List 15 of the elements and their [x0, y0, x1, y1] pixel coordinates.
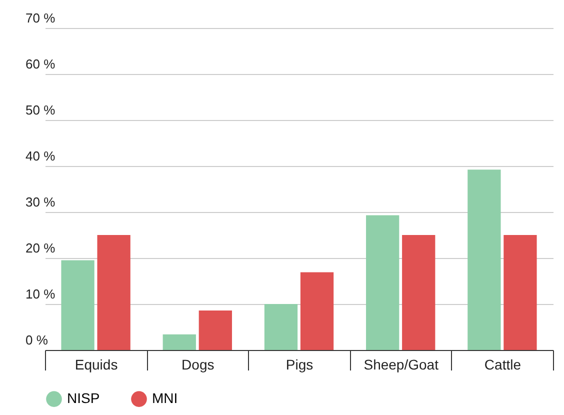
y-tick-label: 30 %	[26, 194, 56, 210]
x-tick-label: Sheep/Goat	[364, 356, 439, 372]
legend-label: MNI	[152, 390, 178, 406]
y-tick-label: 0 %	[26, 332, 48, 348]
y-tick-label: 50 %	[26, 102, 56, 118]
y-tick-label: 20 %	[26, 240, 56, 256]
y-tick-label: 10 %	[26, 286, 56, 302]
x-tick-label: Pigs	[286, 356, 314, 372]
y-tick-label: 60 %	[26, 56, 56, 72]
x-tick-label: Dogs	[182, 356, 214, 372]
y-tick-label: 70 %	[26, 10, 56, 26]
x-tick-label: Cattle	[484, 356, 522, 372]
y-tick-label: 40 %	[26, 148, 56, 164]
legend-label: NISP	[67, 390, 100, 406]
x-tick-label: Equids	[74, 356, 118, 372]
